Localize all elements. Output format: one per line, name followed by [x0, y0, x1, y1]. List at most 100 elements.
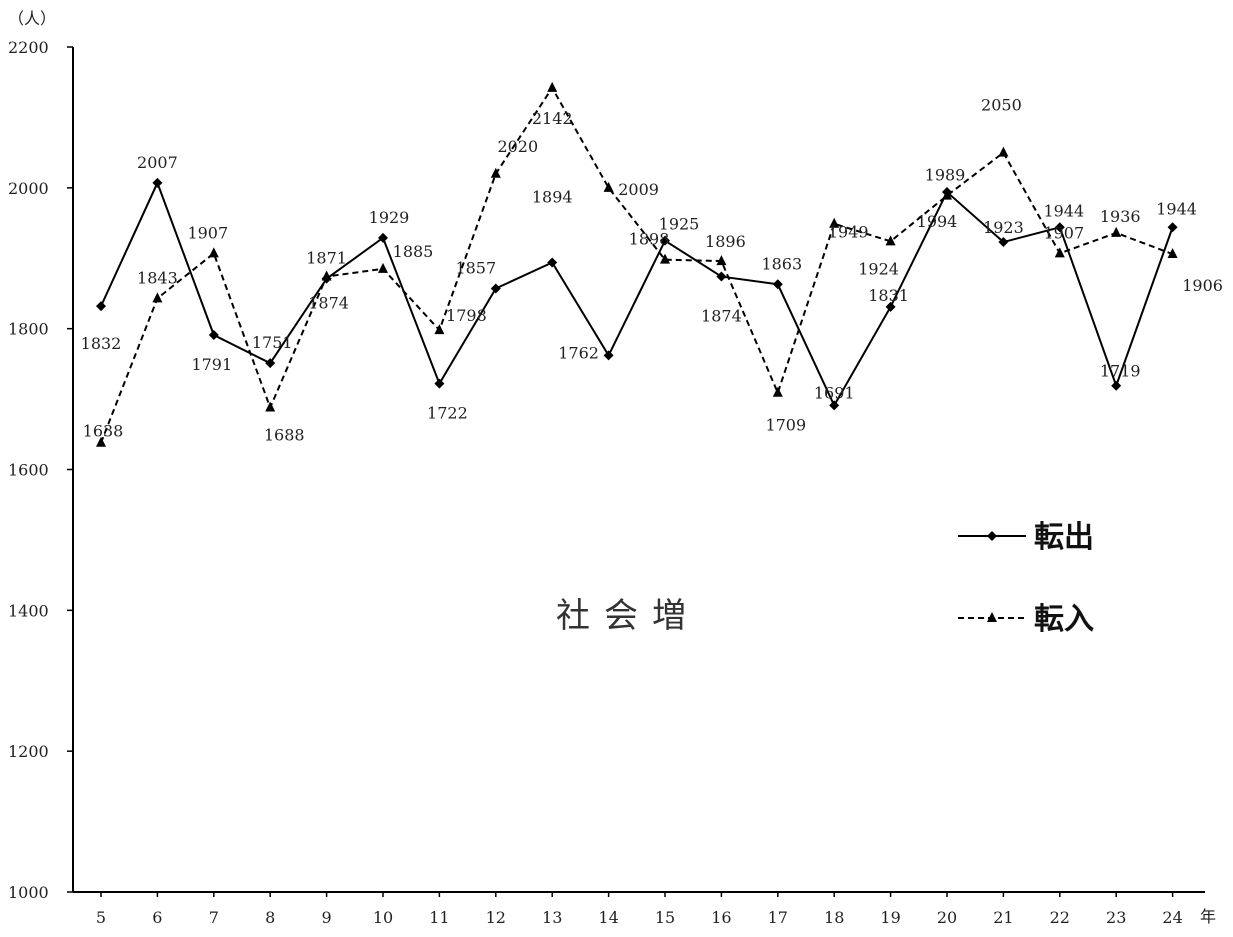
data-point-diamond — [772, 279, 783, 290]
data-point-triangle — [434, 324, 445, 335]
data-point-diamond — [885, 301, 896, 312]
data-point-diamond — [152, 177, 163, 188]
x-tick-label: 13 — [542, 908, 562, 927]
data-point-triangle — [490, 167, 501, 178]
y-tick-label: 1600 — [8, 461, 49, 480]
axes — [72, 47, 1205, 893]
data-point-diamond — [265, 358, 276, 369]
data-point-triangle — [829, 217, 840, 228]
data-point-diamond — [1111, 380, 1122, 391]
legend-marker-triangle — [987, 612, 997, 622]
data-label: 2020 — [497, 137, 538, 156]
data-label: 2142 — [532, 109, 573, 128]
data-label: 1949 — [828, 223, 869, 242]
data-label: 1874 — [308, 294, 349, 313]
data-label: 1719 — [1100, 362, 1141, 381]
data-point-triangle — [885, 235, 896, 246]
y-tick-label: 1200 — [8, 742, 49, 761]
data-label: 1907 — [187, 223, 228, 242]
series-line-tenshutsu — [100, 180, 1174, 408]
x-tick-label: 15 — [655, 908, 675, 927]
data-label: 1924 — [858, 259, 899, 278]
data-point-triangle — [547, 81, 558, 92]
data-label: 1994 — [917, 212, 958, 231]
data-label: 1857 — [455, 259, 496, 278]
x-tick-label: 20 — [937, 908, 957, 927]
x-tick-label: 6 — [152, 908, 162, 927]
data-label: 1751 — [252, 333, 293, 352]
data-point-triangle — [208, 247, 219, 258]
data-point-triangle — [321, 270, 332, 281]
data-label: 1709 — [765, 416, 806, 435]
data-point-diamond — [603, 350, 614, 361]
data-label: 1831 — [868, 286, 909, 305]
data-point-triangle — [96, 436, 106, 447]
data-labels: 1832 2007 1791 1751 1871 1929 1722 1857 1894 1762… — [81, 96, 1223, 445]
data-point-triangle — [772, 386, 783, 397]
data-point-triangle — [265, 401, 276, 412]
x-tick-label: 23 — [1106, 908, 1126, 927]
series-layer — [96, 81, 1178, 447]
series-line-tennyu — [100, 85, 1173, 444]
x-tick-label: 21 — [993, 908, 1013, 927]
data-point-diamond — [96, 301, 106, 312]
legend-label: 転出 — [1034, 520, 1094, 555]
x-tick-label: 8 — [265, 908, 275, 927]
data-point-diamond — [829, 400, 840, 411]
data-point-diamond — [660, 235, 670, 246]
data-point-triangle — [998, 146, 1009, 157]
chart-annotation: 社会増 — [556, 596, 700, 636]
data-label: 1874 — [701, 307, 742, 326]
x-tick-label: 7 — [209, 908, 219, 927]
data-point-triangle — [716, 255, 727, 266]
y-tick-label: 1400 — [8, 601, 49, 620]
x-tick-label: 12 — [486, 908, 506, 927]
x-tick-label: 10 — [373, 908, 393, 927]
data-label: 1906 — [1182, 276, 1223, 295]
x-axis-unit-label: 年 — [1200, 907, 1216, 926]
y-axis-unit-label: （人） — [8, 9, 56, 28]
data-point-triangle — [152, 292, 163, 303]
data-label: 2007 — [137, 153, 178, 172]
data-point-triangle — [660, 253, 670, 264]
data-label: 1923 — [983, 218, 1024, 237]
data-label: 1896 — [705, 232, 746, 251]
data-label: 1638 — [83, 422, 124, 441]
data-label: 1688 — [264, 426, 305, 445]
data-label: 1885 — [393, 242, 434, 261]
data-label: 1925 — [659, 215, 700, 234]
x-axis-ticks: 5 6 7 8 9 10 11 12 13 14 15 16 17 18 19 20 21 22 23 24 — [96, 892, 1183, 927]
data-label: 2050 — [981, 96, 1022, 115]
x-tick-label: 11 — [429, 908, 449, 927]
data-label: 1691 — [814, 383, 855, 402]
y-tick-label: 2200 — [8, 38, 49, 57]
data-label: 1832 — [81, 334, 122, 353]
x-tick-label: 14 — [598, 908, 618, 927]
x-tick-label: 16 — [711, 908, 731, 927]
data-label: 1989 — [925, 166, 966, 185]
data-point-diamond — [1167, 222, 1178, 233]
data-point-triangle — [942, 189, 952, 200]
x-tick-label: 22 — [1050, 908, 1070, 927]
data-point-diamond — [998, 237, 1009, 248]
data-label: 1791 — [191, 355, 232, 374]
legend-marker-diamond — [987, 531, 997, 541]
x-tick-label: 24 — [1162, 908, 1182, 927]
y-tick-label: 1800 — [8, 320, 49, 339]
data-label: 1863 — [761, 254, 802, 273]
data-point-diamond — [378, 232, 388, 243]
x-tick-label: 5 — [96, 908, 106, 927]
data-point-triangle — [1111, 226, 1122, 237]
data-point-triangle — [603, 181, 614, 192]
data-label: 1843 — [137, 268, 178, 287]
data-point-diamond — [716, 271, 727, 282]
data-point-triangle — [378, 262, 388, 273]
data-label: 1894 — [532, 187, 573, 206]
data-label: 2009 — [618, 180, 659, 199]
y-axis-ticks: 1000 1200 1400 1600 1800 2000 2200 — [8, 38, 73, 902]
data-label: 1929 — [369, 208, 410, 227]
data-label: 1944 — [1156, 199, 1197, 218]
x-tick-label: 17 — [768, 908, 788, 927]
data-label: 1762 — [558, 343, 599, 362]
